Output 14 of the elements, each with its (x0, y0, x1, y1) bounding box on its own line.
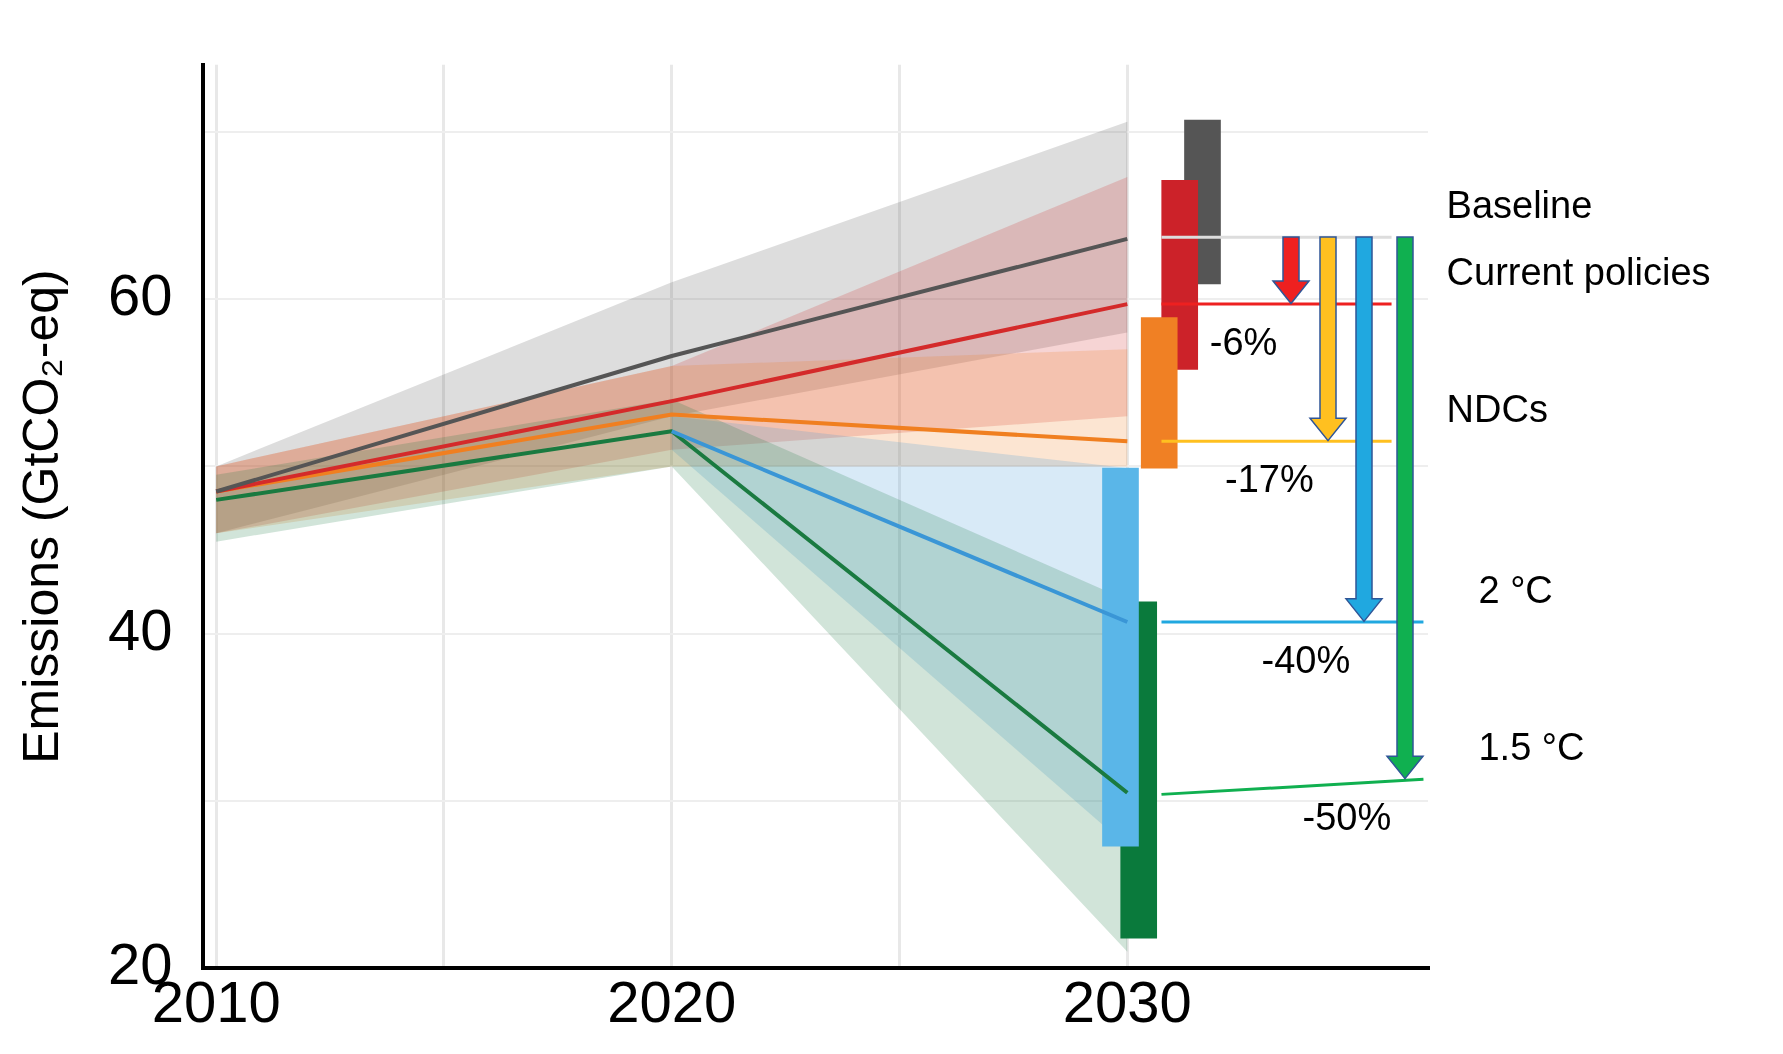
y-axis-title: Emissions (GtCO₂-eq) (12, 269, 69, 764)
x-tick-label: 2020 (607, 969, 737, 1035)
annotation: -40% (1261, 638, 1351, 681)
series-label: Current policies (1446, 250, 1711, 293)
annotation: -17% (1225, 457, 1314, 500)
annotation: -50% (1302, 795, 1392, 838)
series-label: 2 °C (1478, 568, 1553, 611)
series-label: NDCs (1446, 387, 1548, 430)
series-label: Baseline (1446, 183, 1593, 226)
y-tick-label: 40 (108, 596, 173, 662)
annotation: -6% (1209, 320, 1278, 363)
x-tick-label: 2030 (1062, 969, 1192, 1035)
series-label: 1.5 °C (1478, 725, 1585, 768)
y-tick-label: 60 (108, 262, 173, 328)
